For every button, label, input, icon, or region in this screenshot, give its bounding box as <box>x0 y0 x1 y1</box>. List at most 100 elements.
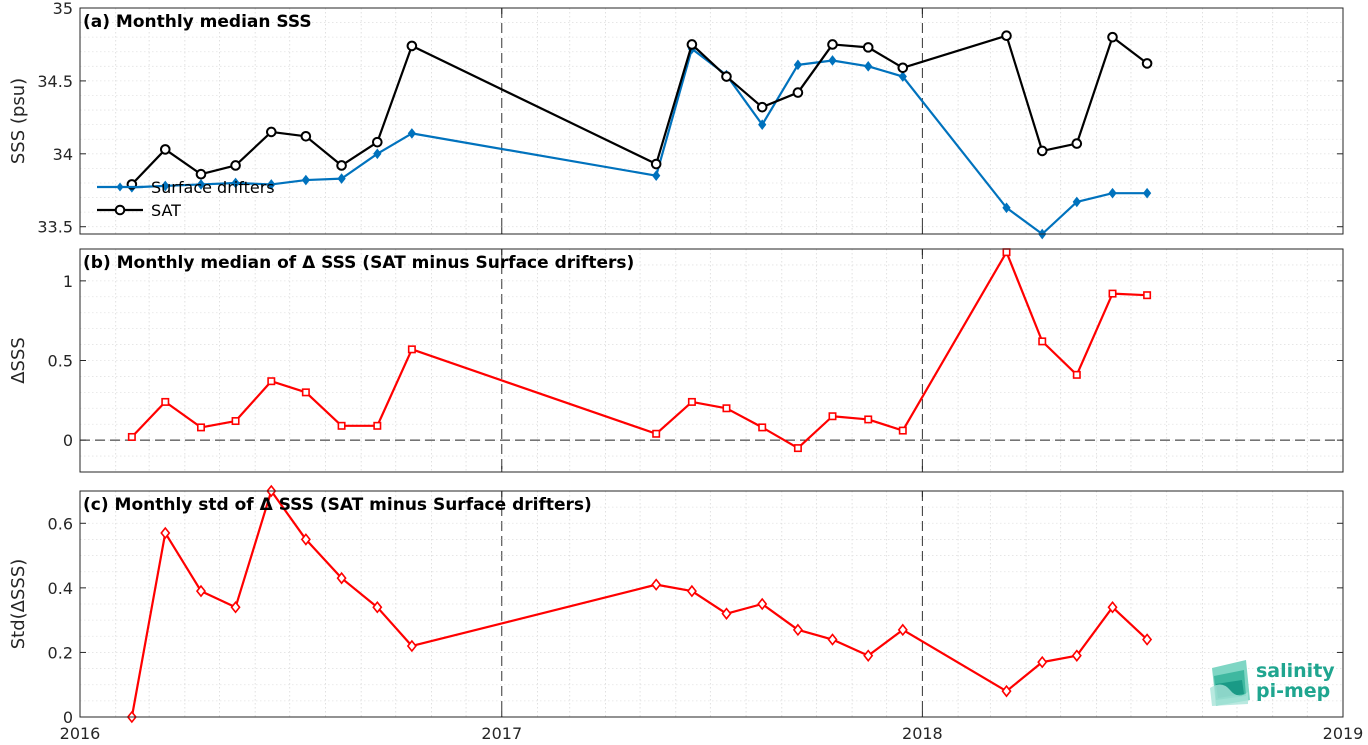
data-point <box>230 600 241 614</box>
data-point <box>336 160 347 171</box>
panels: 33.5 34 34.5 35 SSS (psu) (a) Monthly median … <box>8 0 1363 743</box>
series-1 <box>126 484 1153 724</box>
panel-title: (b) Monthly median of Δ SSS (SAT minus S… <box>83 253 634 273</box>
series-1 <box>127 248 1152 453</box>
data-point <box>1143 291 1152 300</box>
data-point <box>864 415 873 424</box>
series-line <box>131 251 1148 450</box>
data-point <box>373 148 382 160</box>
data-point <box>372 600 383 614</box>
data-point <box>793 444 802 453</box>
y-axis-label: SSS (psu) <box>8 78 29 164</box>
data-point <box>196 423 205 432</box>
panel-1: 33.5 34 34.5 35 SSS (psu) (a) Monthly median … <box>8 0 1344 240</box>
data-point <box>828 55 837 66</box>
data-point <box>721 607 732 620</box>
data-point <box>267 179 276 190</box>
data-point <box>406 40 418 52</box>
data-point <box>756 101 768 113</box>
data-point <box>337 421 346 430</box>
data-point <box>1038 337 1047 346</box>
data-point <box>1107 600 1118 614</box>
data-point <box>1037 655 1048 669</box>
data-point <box>373 421 382 430</box>
data-point <box>1142 187 1152 199</box>
x-tick-label: 2016 <box>60 724 101 743</box>
data-point <box>1071 138 1083 149</box>
legend-marker <box>114 204 126 216</box>
data-point <box>1002 248 1011 257</box>
legend-label: SAT <box>151 201 181 220</box>
data-point <box>300 533 311 546</box>
grid <box>80 7 1343 234</box>
y-tick-label: 0 <box>63 431 73 450</box>
data-point <box>686 39 698 50</box>
legend-label: Surface drifters <box>151 178 275 197</box>
data-point <box>230 160 241 171</box>
y-tick-label: 0.2 <box>48 643 73 662</box>
data-point <box>195 168 207 180</box>
data-point <box>196 179 206 190</box>
data-point <box>827 39 838 50</box>
data-point <box>1108 187 1117 199</box>
legend: Surface drifters SAT <box>97 178 275 220</box>
y-tick-label: 33.5 <box>37 218 73 237</box>
axes-frame <box>79 7 1344 235</box>
y-tick-label: 0 <box>63 708 73 727</box>
panel-3: 0 0.2 0.4 0.6 2016 2017 2018 2019 Std(ΔSSS) (c) M… <box>8 484 1364 743</box>
y-tick-label: 0.4 <box>48 579 73 598</box>
data-point <box>1001 684 1012 698</box>
data-point <box>301 388 310 397</box>
data-point <box>161 397 170 406</box>
data-point <box>267 377 276 386</box>
data-point <box>407 128 417 139</box>
data-point <box>898 426 907 435</box>
data-point <box>231 417 240 426</box>
data-point <box>372 136 383 148</box>
data-point <box>652 170 661 181</box>
data-point <box>301 174 310 186</box>
data-point <box>722 404 731 413</box>
data-point <box>758 423 767 432</box>
data-point <box>793 59 803 71</box>
data-point <box>1071 649 1082 662</box>
data-point <box>1036 145 1048 157</box>
data-point <box>406 639 417 653</box>
logo-mark-icon <box>1210 660 1250 706</box>
data-point <box>863 649 874 662</box>
data-point <box>337 173 346 184</box>
data-point <box>792 87 804 98</box>
plot-area <box>80 8 1343 234</box>
data-point <box>792 623 803 637</box>
y-tick-label: 0.5 <box>48 352 73 371</box>
panel-title: (a) Monthly median SSS <box>83 12 312 32</box>
data-point <box>1072 196 1081 208</box>
data-point <box>127 432 136 441</box>
data-point <box>407 345 416 354</box>
data-point <box>897 623 908 637</box>
data-point <box>336 571 347 585</box>
data-point <box>757 597 768 611</box>
data-point <box>265 126 277 138</box>
y-axis-label: ΔSSS <box>8 337 29 384</box>
data-point <box>862 42 874 53</box>
panel-2: 0 0.5 1 ΔSSS (b) Monthly median of Δ SSS (SA… <box>8 248 1344 473</box>
logo-text-line1: salinity <box>1256 660 1335 682</box>
data-point <box>897 62 909 74</box>
data-point <box>1002 202 1011 214</box>
salinity-pimep-logo: salinity pi-mep <box>1210 660 1335 706</box>
legend-marker <box>116 182 124 192</box>
y-tick-label: 1 <box>63 272 73 291</box>
data-point <box>864 61 873 72</box>
axes-frame <box>79 490 1344 718</box>
x-tick-label: 2019 <box>1323 724 1364 743</box>
panel-title: (c) Monthly std of Δ SSS (SAT minus Surf… <box>83 495 592 515</box>
data-point <box>1108 289 1117 298</box>
data-point <box>160 526 171 540</box>
data-point <box>195 584 207 598</box>
data-point <box>652 429 661 438</box>
data-point <box>898 71 907 82</box>
data-point <box>300 131 312 142</box>
series-line <box>130 489 1148 718</box>
